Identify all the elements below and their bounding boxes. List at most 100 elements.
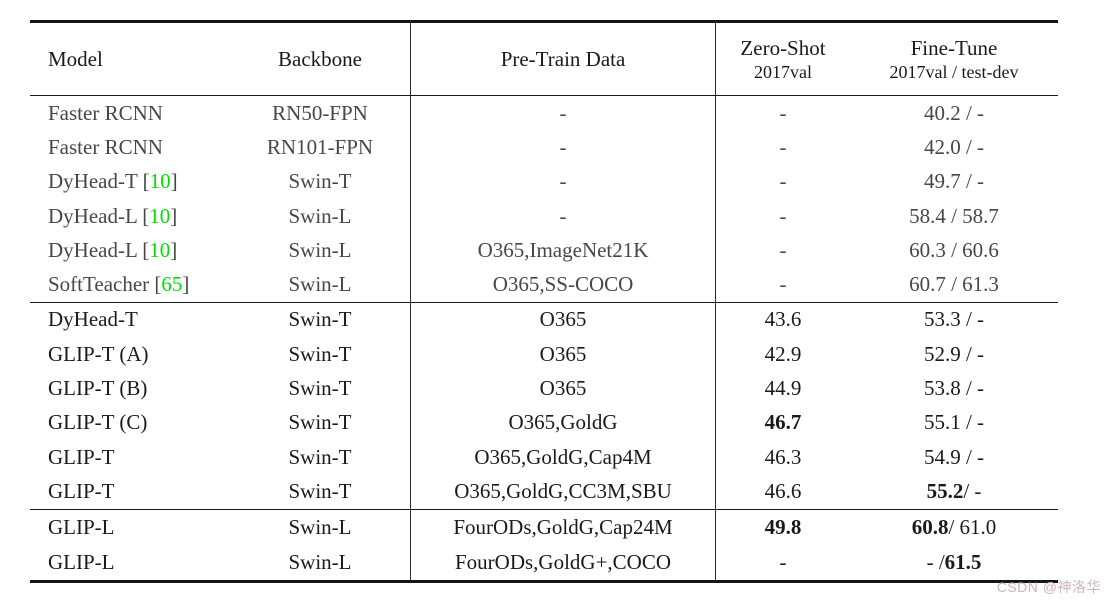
cell-zeroshot-text: 46.3 (764, 444, 802, 469)
cell-backbone-text: Swin-T (288, 444, 352, 469)
cell-model-text: Faster RCNN (48, 134, 163, 159)
watermark: CSDN @神洛华 (996, 579, 1101, 595)
cell-model-text: GLIP-T (48, 478, 115, 503)
cell-model-citation: 10 (149, 203, 171, 228)
cell-zeroshot-text: 43.6 (764, 307, 802, 332)
cell-pretrain-text: O365,ImageNet21K (477, 237, 649, 262)
cell-finetune-text: 54.9 / - (923, 444, 985, 469)
cell-model-citation: 10 (149, 237, 171, 262)
cell-finetune-text: 52.9 / - (923, 341, 985, 366)
cell-pretrain: O365 (410, 371, 715, 406)
cell-finetune: 53.3 / - (850, 303, 1058, 337)
cell-model: Faster RCNN (30, 130, 230, 164)
cell-backbone: RN101-FPN (230, 130, 410, 164)
column-header-model-label: Model (48, 46, 103, 71)
cell-backbone-text: Swin-T (288, 376, 352, 401)
table-section-3: GLIP-L Swin-L FourODs,GoldG,Cap24M 49.8 60.8… (30, 509, 1058, 580)
cell-model-text: ] (170, 203, 178, 228)
cell-model: GLIP-T (30, 440, 230, 474)
cell-backbone-text: Swin-L (288, 549, 352, 574)
cell-backbone-text: RN50-FPN (272, 100, 368, 125)
cell-model-text: Faster RCNN (48, 100, 163, 125)
cell-model-text: DyHead-T [ (48, 169, 150, 194)
cell-backbone-text: Swin-T (288, 478, 352, 503)
table-row: SoftTeacher [65] Swin-L O365,SS-COCO - 60.7 … (30, 267, 1058, 302)
table-row: Faster RCNN RN101-FPN - - 42.0 / - (30, 130, 1058, 165)
table-row: GLIP-T Swin-T O365,GoldG,CC3M,SBU 46.6 55.2 … (30, 474, 1058, 509)
cell-pretrain: - (410, 164, 715, 199)
cell-zeroshot: 42.9 (715, 337, 850, 372)
cell-pretrain-text: O365 (539, 307, 587, 332)
cell-model-text: GLIP-T (48, 444, 115, 469)
cell-backbone: Swin-L (230, 199, 410, 233)
cell-zeroshot-text: - (779, 100, 787, 125)
cell-pretrain-text: - (559, 134, 567, 159)
cell-pretrain: - (410, 198, 715, 234)
cell-backbone-text: Swin-T (288, 341, 352, 366)
cell-backbone: Swin-T (230, 474, 410, 508)
cell-model: Faster RCNN (30, 96, 230, 130)
cell-finetune-text: 61.5 (944, 549, 982, 574)
cell-model-text: ] (170, 169, 178, 194)
cell-zeroshot: - (715, 233, 850, 268)
cell-backbone: Swin-T (230, 406, 410, 440)
cell-zeroshot: - (715, 198, 850, 234)
column-header-finetune-label: Fine-Tune (910, 35, 998, 60)
table-row: GLIP-T (C) Swin-T O365,GoldG 46.7 55.1 / - (30, 405, 1058, 440)
cell-model-text: DyHead-L [ (48, 237, 150, 262)
column-header-backbone-label: Backbone (278, 46, 362, 71)
column-header-finetune-sublabel: 2017val / test-dev (889, 61, 1019, 82)
cell-zeroshot: - (715, 164, 850, 199)
cell-model: GLIP-T (A) (30, 337, 230, 371)
cell-model-text: SoftTeacher [ (48, 272, 162, 297)
cell-backbone-text: Swin-L (288, 237, 352, 262)
cell-model-citation: 65 (161, 272, 183, 297)
cell-zeroshot: 44.9 (715, 371, 850, 406)
cell-pretrain-text: FourODs,GoldG,Cap24M (453, 514, 673, 539)
column-header-model: Model (30, 23, 230, 95)
cell-pretrain: O365 (410, 337, 715, 372)
cell-backbone: Swin-T (230, 303, 410, 337)
column-header-zeroshot-label: Zero-Shot (740, 35, 826, 60)
cell-finetune: - / 61.5 (850, 545, 1058, 580)
cell-backbone-text: RN101-FPN (266, 134, 374, 159)
cell-pretrain: - (410, 96, 715, 131)
cell-finetune-text: 42.0 / - (923, 134, 985, 159)
cell-model: GLIP-L (30, 510, 230, 545)
table-header-row: Model Backbone Pre-Train Data Zero-Shot … (30, 23, 1058, 96)
cell-pretrain: FourODs,GoldG+,COCO (410, 544, 715, 580)
table-row: GLIP-T Swin-T O365,GoldG,Cap4M 46.3 54.9 / - (30, 439, 1058, 475)
cell-model: DyHead-L [10] (30, 199, 230, 233)
cell-backbone: Swin-L (230, 510, 410, 545)
cell-pretrain: - (410, 130, 715, 165)
cell-zeroshot-text: 44.9 (764, 376, 802, 401)
cell-pretrain-text: O365,SS-COCO (492, 272, 634, 297)
cell-pretrain-text: O365 (539, 376, 587, 401)
table-row: GLIP-L Swin-L FourODs,GoldG,Cap24M 49.8 60.8… (30, 509, 1058, 545)
cell-zeroshot-text: - (779, 203, 787, 228)
cell-zeroshot-text: 46.7 (764, 410, 802, 435)
table-row: DyHead-T Swin-T O365 43.6 53.3 / - (30, 302, 1058, 338)
cell-pretrain: O365,SS-COCO (410, 267, 715, 302)
cell-finetune: 58.4 / 58.7 (850, 199, 1058, 233)
results-table: Model Backbone Pre-Train Data Zero-Shot … (30, 20, 1058, 583)
cell-pretrain: FourODs,GoldG,Cap24M (410, 509, 715, 545)
cell-model: GLIP-T (30, 474, 230, 508)
cell-pretrain: O365,ImageNet21K (410, 233, 715, 268)
cell-finetune-text: 55.1 / - (923, 410, 985, 435)
cell-finetune-text: 40.2 / - (923, 100, 985, 125)
cell-model: DyHead-T [10] (30, 165, 230, 199)
cell-finetune: 52.9 / - (850, 337, 1058, 371)
cell-model-text: DyHead-T (48, 307, 138, 332)
cell-model-text: GLIP-L (48, 549, 115, 574)
table-row: GLIP-L Swin-L FourODs,GoldG+,COCO - - / 61.5 (30, 544, 1058, 580)
cell-pretrain-text: FourODs,GoldG+,COCO (454, 549, 672, 574)
cell-finetune-text: 58.4 / 58.7 (909, 203, 999, 228)
cell-finetune-text: 53.3 / - (923, 307, 985, 332)
cell-finetune: 60.3 / 60.6 (850, 233, 1058, 267)
cell-pretrain-text: - (559, 100, 567, 125)
cell-finetune: 42.0 / - (850, 130, 1058, 164)
table-section-1: Faster RCNN RN50-FPN - -40.2 / - Faster RCNN… (30, 96, 1058, 303)
cell-zeroshot: 46.7 (715, 405, 850, 440)
